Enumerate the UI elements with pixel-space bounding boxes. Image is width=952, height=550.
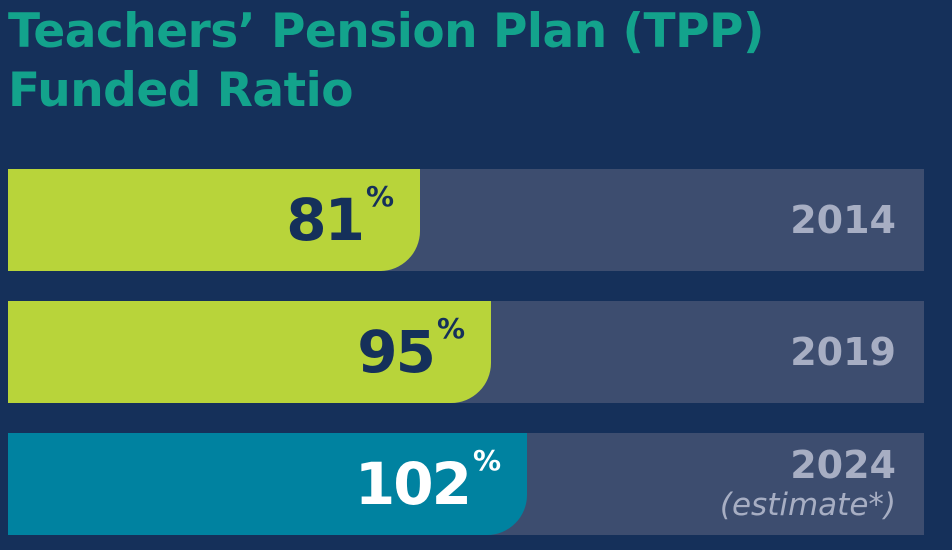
data-label-number: 81: [286, 186, 365, 254]
data-label-number: 95: [357, 318, 436, 386]
bar-2014: 81%: [8, 169, 420, 271]
category-year: 2024: [790, 443, 896, 487]
title-line-2: Funded Ratio: [8, 63, 354, 118]
category-note: (estimate*): [719, 487, 896, 523]
bar-track-2019: 95% 2019: [8, 301, 924, 403]
bar-2024: 102%: [8, 433, 527, 535]
chart-title: Teachers’ Pension Plan (TPP) Funded Rati…: [8, 2, 764, 120]
category-year: 2019: [790, 330, 896, 374]
bar-track-2014: 81% 2014: [8, 169, 924, 271]
data-label-2014: 81%: [286, 180, 394, 254]
category-year: 2014: [790, 198, 896, 242]
data-label-2019: 95%: [357, 312, 465, 386]
category-label-2019: 2019: [790, 331, 896, 373]
data-label-unit: %: [365, 180, 394, 213]
category-label-2014: 2014: [790, 199, 896, 241]
bar-2019: 95%: [8, 301, 491, 403]
data-label-number: 102: [354, 450, 472, 518]
bar-track-2024: 102% 2024 (estimate*): [8, 433, 924, 535]
data-label-unit: %: [436, 312, 465, 345]
category-label-2024: 2024 (estimate*): [720, 444, 896, 524]
data-label-2024: 102%: [354, 444, 501, 518]
title-line-1: Teachers’ Pension Plan (TPP): [8, 4, 764, 59]
data-label-unit: %: [472, 444, 501, 477]
